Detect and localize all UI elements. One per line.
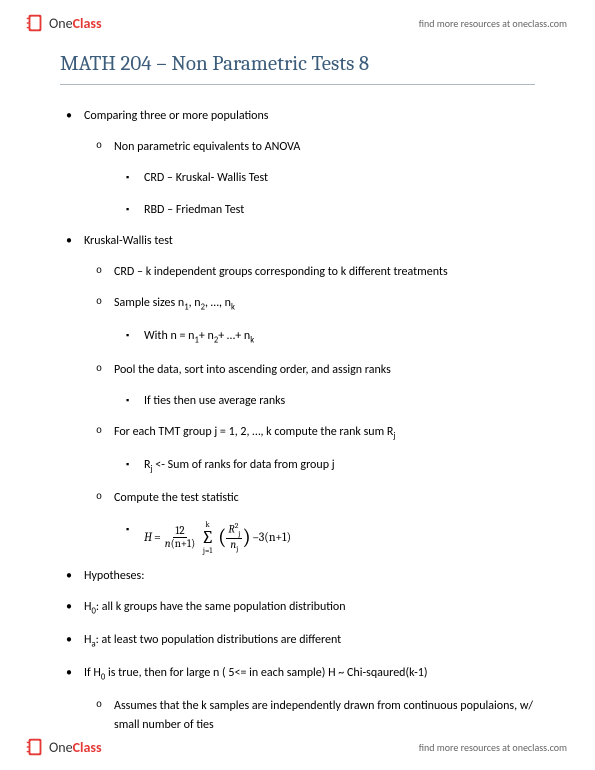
test-statistic-formula: H = 12 n(n+1) k ∑ j=1 [144, 521, 291, 555]
list-item: For each TMT group j = 1, 2, …, k comput… [84, 423, 535, 477]
list-item: Hypotheses: [60, 567, 535, 586]
outline-list: Comparing three or more populations Non … [60, 107, 535, 736]
item-text: If H0 is true, then for large n ( 5<= in… [84, 666, 428, 680]
list-item: H = 12 n(n+1) k ∑ j=1 [114, 521, 535, 555]
brand-one-footer: One [49, 739, 73, 756]
item-text: Compute the test statistic [114, 491, 239, 505]
item-text: If ties then use average ranks [144, 394, 285, 408]
item-text: Pool the data, sort into ascending order… [114, 363, 391, 377]
list-item: Non parametric equivalents to ANOVA CRD … [84, 138, 535, 220]
list-item: Rj <- Sum of ranks for data from group j [114, 456, 535, 477]
brand-class-footer: Class [73, 739, 102, 756]
list-item: Kruskal-Wallis test CRD – k independent … [60, 232, 535, 555]
document-content: MATH 204 – Non Parametric Tests 8 Compar… [0, 42, 595, 736]
list-item: CRD – Kruskal- Wallis Test [114, 169, 535, 188]
list-item: Pool the data, sort into ascending order… [84, 361, 535, 411]
page-title: MATH 204 – Non Parametric Tests 8 [60, 52, 535, 85]
list-item: H0: all k groups have the same populatio… [60, 598, 535, 619]
list-item: If H0 is true, then for large n ( 5<= in… [60, 664, 535, 736]
list-item: CRD – k independent groups corresponding… [84, 263, 535, 282]
list-item: Sample sizes n1, n2, …, nk With n = n1+ … [84, 294, 535, 348]
list-item: Compute the test statistic H = 12 n(n+1) [84, 489, 535, 554]
brand-logo: OneClass [24, 12, 102, 34]
item-text: Rj <- Sum of ranks for data from group j [144, 458, 335, 472]
item-text: H0: all k groups have the same populatio… [84, 600, 346, 614]
item-text: Kruskal-Wallis test [84, 234, 173, 248]
list-item: With n = n1+ n2+ …+ nk [114, 327, 535, 348]
item-text: Hypotheses: [84, 569, 144, 583]
item-text: Comparing three or more populations [84, 109, 268, 123]
item-text: Sample sizes n1, n2, …, nk [114, 296, 235, 310]
item-text: CRD – Kruskal- Wallis Test [144, 171, 268, 185]
list-item: If ties then use average ranks [114, 392, 535, 411]
brand-one: One [49, 15, 73, 32]
page-footer: OneClass find more resources at oneclass… [0, 728, 595, 770]
item-text: RBD – Friedman Test [144, 203, 244, 217]
item-text: CRD – k independent groups corresponding… [114, 265, 448, 279]
item-text: Ha: at least two population distribution… [84, 633, 341, 647]
notebook-icon [24, 12, 46, 34]
list-item: Ha: at least two population distribution… [60, 631, 535, 652]
item-text: With n = n1+ n2+ …+ nk [144, 329, 254, 343]
brand-logo-footer: OneClass [24, 736, 102, 758]
header-resources-link[interactable]: find more resources at oneclass.com [419, 17, 567, 30]
brand-class: Class [73, 15, 102, 32]
brand-text-footer: OneClass [49, 739, 102, 756]
item-text: Non parametric equivalents to ANOVA [114, 140, 300, 154]
page-header: OneClass find more resources at oneclass… [0, 0, 595, 42]
list-item: RBD – Friedman Test [114, 201, 535, 220]
list-item: Comparing three or more populations Non … [60, 107, 535, 220]
item-text: For each TMT group j = 1, 2, …, k comput… [114, 425, 395, 439]
brand-text: OneClass [49, 15, 102, 32]
footer-resources-link[interactable]: find more resources at oneclass.com [419, 741, 567, 754]
notebook-icon [24, 736, 46, 758]
